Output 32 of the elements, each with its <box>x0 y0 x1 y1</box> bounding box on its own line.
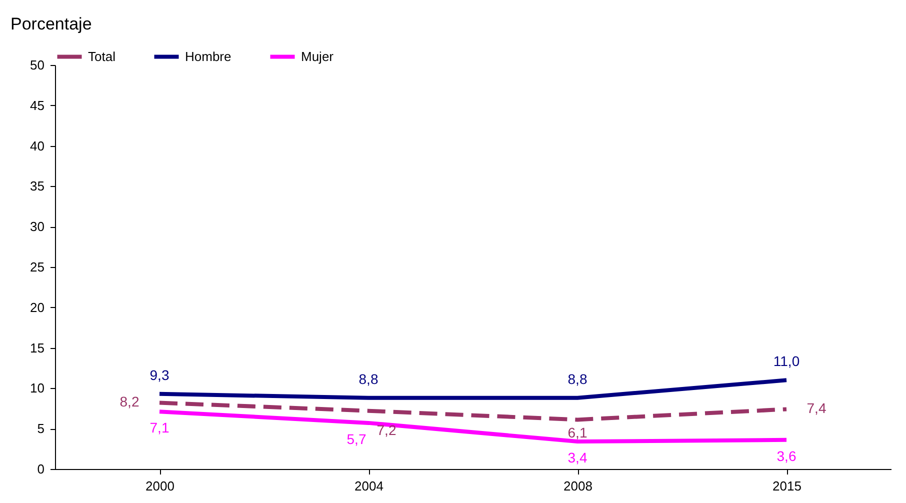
data-label: 3,6 <box>776 448 796 464</box>
legend-label: Mujer <box>301 48 334 64</box>
data-label: 8,2 <box>120 394 140 410</box>
legend-label: Total <box>88 48 116 64</box>
data-label: 11,0 <box>773 353 800 370</box>
x-tick-label: 2015 <box>772 478 802 494</box>
data-label: 7,4 <box>806 400 826 416</box>
y-tick-label: 30 <box>30 219 44 234</box>
data-label: 8,8 <box>568 370 588 387</box>
data-label: 7,2 <box>376 422 396 438</box>
data-label: 9,3 <box>150 366 170 383</box>
data-label: 6,1 <box>568 424 588 441</box>
y-tick-label: 10 <box>30 380 44 396</box>
x-tick-label: 2000 <box>146 478 174 494</box>
y-tick-label: 35 <box>30 178 44 194</box>
data-label: 3,4 <box>568 450 588 466</box>
x-tick-label: 2004 <box>354 478 384 494</box>
y-tick-label: 50 <box>30 58 44 72</box>
data-label: 7,1 <box>150 420 170 436</box>
y-axis-title: Porcentaje <box>10 14 92 34</box>
y-tick-label: 45 <box>30 98 44 113</box>
y-tick-label: 15 <box>30 340 44 356</box>
y-tick-label: 40 <box>30 138 44 154</box>
y-tick-label: 25 <box>30 260 44 274</box>
legend-label: Hombre <box>185 48 232 64</box>
data-label: 8,8 <box>358 370 378 387</box>
line-series <box>158 400 788 422</box>
y-tick-label: 20 <box>30 300 44 315</box>
data-label: 5,7 <box>346 430 366 447</box>
y-tick-label: 0 <box>37 462 44 476</box>
x-tick-label: 2008 <box>564 478 592 494</box>
y-tick-label: 5 <box>37 421 44 436</box>
